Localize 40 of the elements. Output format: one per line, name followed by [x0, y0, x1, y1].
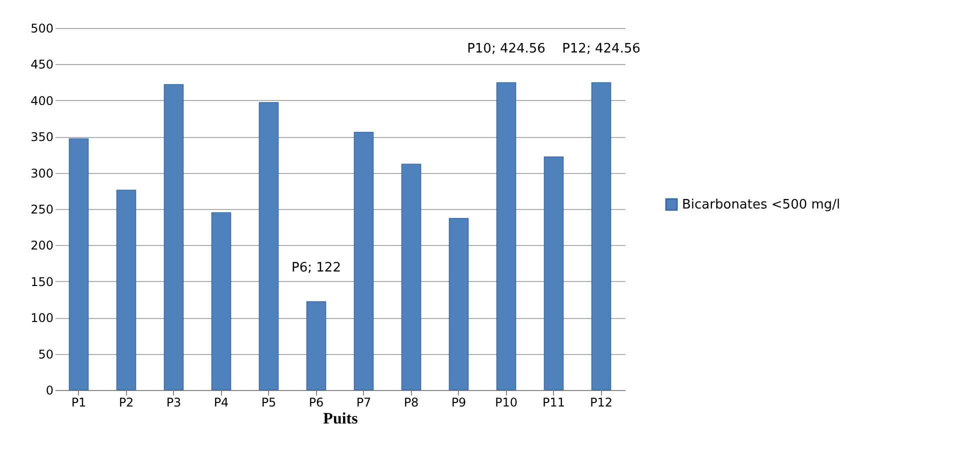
data-label: P6; 122	[292, 260, 341, 276]
y-tick-label: 400	[30, 94, 54, 108]
x-tick-label: P1	[71, 396, 86, 410]
y-tick-label: 300	[30, 166, 54, 180]
bar	[354, 132, 374, 390]
y-tick-label: 200	[30, 238, 54, 253]
y-tick-label: 50	[38, 347, 54, 362]
y-tick-label: 250	[30, 202, 54, 216]
x-tick-label: P10	[494, 396, 518, 410]
x-tick-label: P3	[166, 396, 182, 410]
x-axis-title: Puits	[323, 410, 358, 428]
bar	[258, 102, 279, 390]
x-tick-label: P6	[308, 396, 324, 410]
bar	[401, 164, 422, 390]
y-tick-label: 500	[30, 22, 54, 36]
y-tick-label: 450	[30, 58, 54, 72]
bar	[448, 218, 469, 390]
data-label: P10; 424.56	[467, 42, 546, 57]
bar	[496, 82, 516, 390]
bar	[544, 156, 564, 390]
bar	[68, 138, 89, 390]
x-tick-label: P9	[451, 396, 466, 410]
bar	[116, 190, 136, 390]
bar	[164, 84, 184, 390]
y-tick-label: 150	[30, 274, 54, 289]
data-label: P12; 424.56	[562, 42, 640, 57]
x-tick-label: P11	[542, 396, 566, 410]
bar	[591, 82, 612, 390]
y-tick-label: 0	[46, 384, 54, 398]
x-tick-label: P7	[356, 396, 372, 410]
legend-label: Bicarbonates <500 mg/l	[682, 198, 840, 212]
bar	[211, 212, 232, 390]
y-tick-label: 100	[30, 311, 54, 326]
x-tick-label: P4	[214, 396, 229, 410]
x-tick-label: P8	[404, 396, 419, 410]
bar	[306, 301, 326, 390]
x-tick-label: P2	[118, 396, 134, 410]
x-tick-label: P12	[590, 396, 613, 410]
y-tick-label: 350	[30, 130, 54, 144]
x-tick-label: P5	[261, 396, 276, 410]
